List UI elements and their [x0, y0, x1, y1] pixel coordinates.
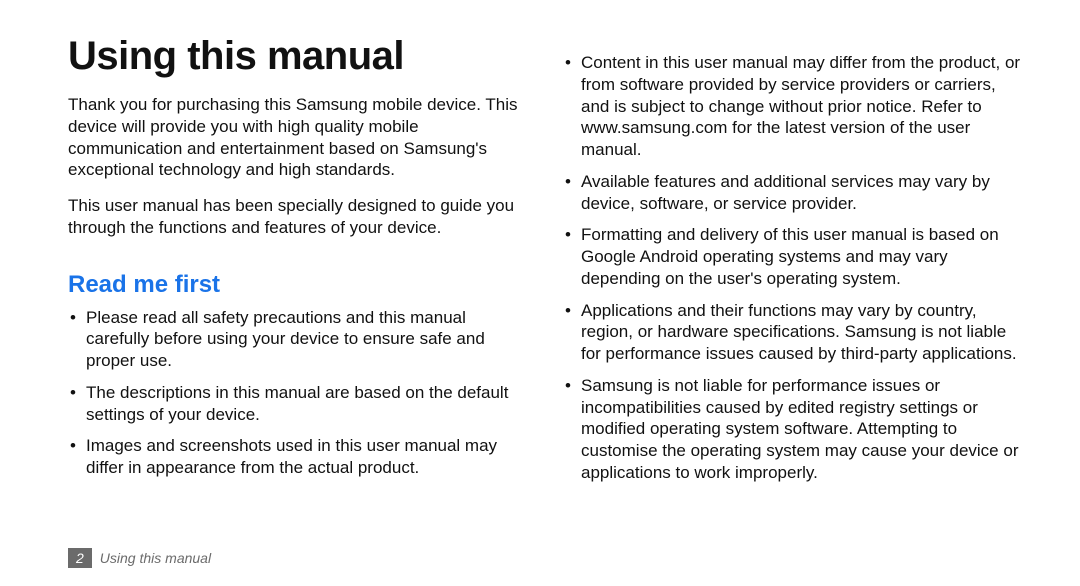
- page-title: Using this manual: [68, 34, 533, 78]
- list-item: Applications and their functions may var…: [563, 300, 1028, 365]
- chapter-name: Using this manual: [100, 550, 211, 566]
- manual-page: Using this manual Thank you for purchasi…: [0, 0, 1080, 586]
- list-item: Available features and additional servic…: [563, 171, 1028, 215]
- list-item: Images and screenshots used in this user…: [68, 435, 533, 479]
- intro-paragraph-2: This user manual has been specially desi…: [68, 195, 533, 239]
- page-number: 2: [68, 548, 92, 568]
- list-item: The descriptions in this manual are base…: [68, 382, 533, 426]
- list-item: Content in this user manual may differ f…: [563, 52, 1028, 161]
- right-column: Content in this user manual may differ f…: [563, 34, 1028, 562]
- intro-paragraph-1: Thank you for purchasing this Samsung mo…: [68, 94, 533, 181]
- page-footer: 2 Using this manual: [68, 548, 211, 568]
- list-item: Please read all safety precautions and t…: [68, 307, 533, 372]
- list-item: Formatting and delivery of this user man…: [563, 224, 1028, 289]
- left-bullet-list: Please read all safety precautions and t…: [68, 307, 533, 489]
- right-bullet-list: Content in this user manual may differ f…: [563, 52, 1028, 494]
- section-heading: Read me first: [68, 271, 533, 299]
- left-column: Using this manual Thank you for purchasi…: [68, 34, 533, 562]
- list-item: Samsung is not liable for performance is…: [563, 375, 1028, 484]
